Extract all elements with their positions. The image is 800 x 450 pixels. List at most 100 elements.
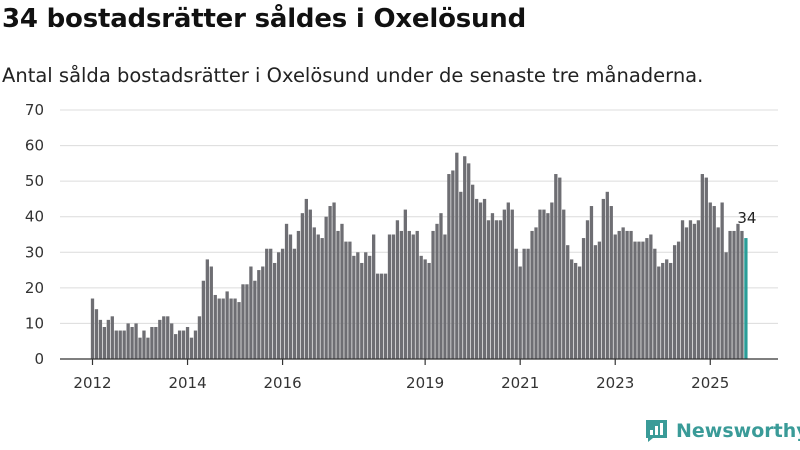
- bar: [649, 234, 653, 359]
- bar: [665, 259, 669, 359]
- bar: [316, 234, 320, 359]
- bar: [150, 326, 154, 359]
- x-tick-label-2019: 2019: [406, 374, 444, 392]
- newsworthy-logo: Newsworthy: [644, 418, 800, 443]
- bar: [221, 298, 225, 359]
- y-tick-label-60: 60: [25, 137, 44, 155]
- bar: [102, 326, 107, 359]
- bar: [407, 230, 411, 359]
- bar: [217, 298, 221, 359]
- bar: [146, 337, 150, 359]
- bar: [661, 262, 665, 359]
- newsworthy-logo-text: Newsworthy: [676, 419, 800, 442]
- bar: [716, 227, 720, 359]
- bar: [708, 202, 712, 359]
- bar: [562, 209, 566, 359]
- bar: [379, 273, 384, 359]
- bar: [467, 163, 471, 359]
- bar: [356, 252, 360, 359]
- bar: [273, 262, 277, 359]
- bar: [336, 230, 340, 359]
- bar: [130, 326, 134, 359]
- bar: [704, 177, 708, 359]
- bar: [589, 206, 594, 359]
- bar: [601, 198, 605, 359]
- bar: [189, 337, 194, 359]
- bar: [455, 152, 459, 359]
- bar: [122, 330, 126, 359]
- y-tick-label-70: 70: [25, 101, 44, 119]
- chart-bars: [90, 152, 748, 359]
- bar: [542, 209, 546, 359]
- bar: [269, 248, 273, 359]
- x-tick-label-2014: 2014: [168, 374, 206, 392]
- bar: [229, 298, 233, 359]
- last-value-label: 34: [737, 209, 756, 227]
- bar: [633, 241, 637, 359]
- bar: [566, 245, 570, 359]
- bar: [427, 262, 431, 359]
- bar: [573, 262, 578, 359]
- y-tick-label-40: 40: [25, 208, 44, 226]
- bar: [90, 298, 95, 359]
- bar: [193, 330, 198, 359]
- x-tick-label-2025: 2025: [691, 374, 729, 392]
- bar: [692, 223, 697, 359]
- bar: [554, 174, 558, 359]
- bar: [534, 227, 538, 359]
- x-axis-ticks: 2012 2014 2016 2019 2021 2023 2025: [73, 359, 729, 392]
- bar: [740, 230, 744, 359]
- bar: [728, 230, 732, 359]
- bar: [205, 259, 209, 359]
- chart-title: 34 bostadsrätter såldes i Oxelösund: [2, 4, 527, 34]
- bar: [284, 223, 289, 359]
- bar: [526, 248, 530, 359]
- y-axis-ticks: 0 10 20 30 40 50 60 70: [25, 101, 44, 368]
- bar: [593, 245, 598, 359]
- bar: [126, 323, 130, 359]
- bar: [510, 209, 514, 359]
- bar: [324, 216, 328, 359]
- bar: [181, 330, 186, 359]
- bar: [110, 316, 114, 359]
- bar: [645, 238, 649, 359]
- bar: [340, 223, 344, 359]
- bar: [348, 241, 352, 359]
- bar: [391, 234, 396, 359]
- bar: [197, 316, 202, 359]
- bar: [261, 266, 265, 359]
- bar: [653, 248, 657, 359]
- bar: [736, 223, 740, 359]
- bar: [625, 230, 629, 359]
- y-tick-label-10: 10: [25, 314, 44, 332]
- bar: [506, 202, 510, 359]
- bar: [494, 220, 499, 359]
- bar: [502, 209, 506, 359]
- bar: [688, 220, 693, 359]
- chart-gridlines: [60, 109, 778, 324]
- bar: [577, 266, 582, 359]
- x-tick-label-2016: 2016: [263, 374, 301, 392]
- bar: [368, 255, 372, 359]
- bar: [233, 298, 237, 359]
- bar: [712, 206, 716, 359]
- bar: [696, 220, 701, 359]
- bar: [700, 174, 704, 359]
- bar: [332, 202, 336, 359]
- bar: [237, 302, 241, 359]
- bar: [304, 198, 308, 359]
- bar: [106, 319, 110, 359]
- bar: [142, 330, 146, 359]
- bar: [383, 273, 388, 359]
- bar: [344, 241, 348, 359]
- bar: [490, 213, 495, 359]
- bar: [439, 213, 443, 359]
- bar: [162, 316, 166, 359]
- newsworthy-logo-icon: [646, 420, 667, 442]
- bar: [498, 220, 503, 359]
- bar: [720, 202, 724, 359]
- bar: [538, 209, 542, 359]
- bar: [684, 227, 689, 359]
- bar: [447, 174, 451, 359]
